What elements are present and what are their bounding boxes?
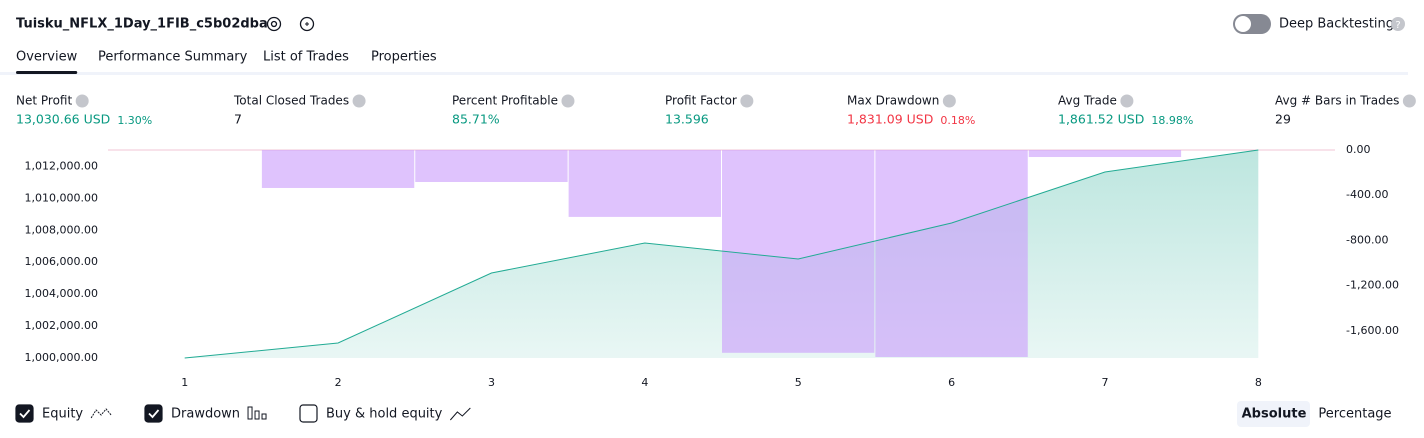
tab[interactable]: Performance Summary [98, 50, 248, 65]
x-tick-label: 3 [488, 376, 495, 389]
metric-label: Avg # Bars in Trades [1275, 94, 1399, 108]
checkbox[interactable] [15, 404, 34, 423]
footer: Equity Drawdown Buy & hold equity Absolute P… [15, 401, 1392, 427]
info-icon[interactable] [1402, 94, 1416, 108]
y-tick-label: 1,002,000.00 [25, 319, 98, 332]
metric-label: Net Profit [16, 94, 72, 108]
metric-label: Percent Profitable [452, 94, 558, 108]
metric-value: 1,831.09 USD [847, 112, 933, 127]
tab-separator [0, 72, 1408, 75]
tab[interactable]: Properties [371, 50, 437, 65]
active-tab-underline [16, 71, 78, 74]
y2-tick-label: -800.00 [1346, 233, 1388, 246]
y-tick-label: 1,010,000.00 [25, 191, 98, 204]
drawdown-bar [568, 150, 721, 217]
deep-backtesting-toggle[interactable] [1233, 14, 1271, 34]
source-icon[interactable] [299, 16, 315, 32]
y-tick-label: 1,004,000.00 [25, 287, 98, 300]
info-icon[interactable] [352, 94, 366, 108]
y-tick-label: 1,008,000.00 [25, 223, 98, 236]
checkbox[interactable] [144, 404, 163, 423]
metric-value: 13,030.66 USD [16, 112, 110, 127]
y-tick-label: 1,000,000.00 [25, 351, 98, 364]
x-tick-label: 6 [948, 376, 955, 389]
drawdown-bar [415, 150, 568, 182]
y2-tick-label: -400.00 [1346, 188, 1388, 201]
info-icon[interactable] [561, 94, 575, 108]
y-tick-label: 1,012,000.00 [25, 159, 98, 172]
legend-label: Drawdown [171, 407, 240, 422]
metric-value: 7 [234, 112, 242, 127]
scale-button[interactable]: Percentage [1318, 407, 1391, 422]
legend-label: Equity [42, 407, 83, 422]
drawdown-bar [875, 150, 1028, 357]
buy-hold-icon [449, 407, 471, 421]
metric-label: Total Closed Trades [233, 94, 349, 108]
metric-change: 18.98% [1151, 114, 1193, 127]
metric-value: 29 [1275, 112, 1291, 127]
chart: 1,000,000.00 1,002,000.00 1,004,000.00 1,00… [25, 143, 1399, 389]
metric-change: 0.18% [940, 114, 975, 127]
strategy-title: Tuisku_NFLX_1Day_1FIB_c5b02dba [16, 17, 268, 32]
tab[interactable]: List of Trades [263, 50, 349, 65]
metric-value: 85.71% [452, 112, 500, 127]
settings-icon[interactable] [266, 16, 282, 32]
checkmark [148, 409, 160, 419]
info-icon[interactable] [942, 94, 956, 108]
x-tick-label: 8 [1255, 376, 1262, 389]
svg-text:?: ? [1395, 20, 1400, 31]
info-icon[interactable] [75, 94, 89, 108]
drawdown-bar [1028, 150, 1182, 158]
equity-line [184, 149, 1259, 359]
help-icon[interactable]: ? [1391, 17, 1405, 31]
y-tick-label: 1,006,000.00 [25, 255, 98, 268]
scale-button[interactable]: Absolute [1242, 407, 1307, 422]
equity-icon [90, 408, 112, 419]
x-tick-label: 5 [795, 376, 802, 389]
active-scale-bg [1237, 401, 1310, 427]
metric-label: Avg Trade [1058, 94, 1117, 108]
tabs: Overview Performance Summary List of Trade… [16, 50, 437, 74]
metrics: Net Profit 13,030.66 USD 1.30% Total Closed… [16, 94, 1416, 127]
info-icon[interactable] [1120, 94, 1134, 108]
drawdown-bar [261, 150, 415, 188]
checkmark [19, 409, 31, 419]
metric-value: 1,861.52 USD [1058, 112, 1144, 127]
metric-label: Profit Factor [665, 94, 737, 108]
x-tick-label: 1 [181, 376, 188, 389]
x-tick-label: 4 [641, 376, 648, 389]
x-tick-label: 2 [335, 376, 342, 389]
legend-label: Buy & hold equity [326, 407, 443, 422]
info-icon[interactable] [740, 94, 754, 108]
drawdown-bar [722, 150, 875, 353]
y2-tick-label: -1,600.00 [1346, 324, 1399, 337]
drawdown-icon [247, 406, 267, 420]
toggle-label: Deep Backtesting [1279, 17, 1394, 32]
metric-label: Max Drawdown [847, 94, 939, 108]
metric-value: 13.596 [665, 112, 709, 127]
y2-tick-label: -1,200.00 [1346, 279, 1399, 292]
y2-tick-label: 0.00 [1346, 143, 1371, 156]
tab[interactable]: Overview [16, 50, 78, 65]
checkbox[interactable] [299, 404, 318, 423]
x-tick-label: 7 [1101, 376, 1108, 389]
metric-change: 1.30% [117, 114, 152, 127]
